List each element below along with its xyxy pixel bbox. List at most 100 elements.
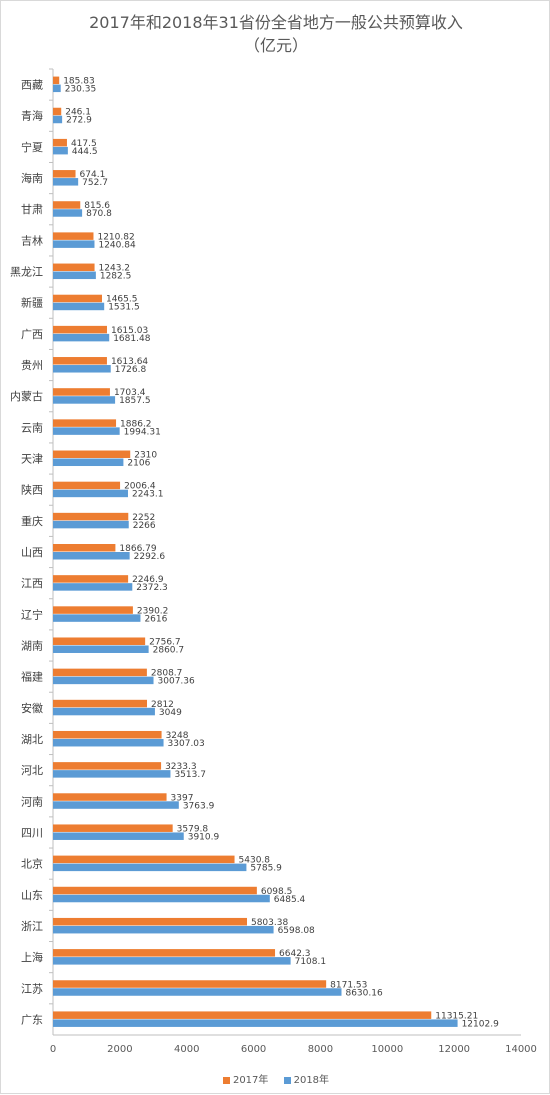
bar-2018 [53, 84, 61, 93]
legend-swatch-2017 [222, 1076, 230, 1084]
bar-2018 [53, 770, 171, 778]
data-label: 417.5 [71, 139, 97, 149]
data-label: 6598.08 [278, 926, 315, 936]
data-label: 2310 [134, 451, 157, 461]
data-label: 3763.9 [183, 801, 215, 811]
data-label: 6642.3 [279, 949, 311, 959]
x-tick-label: 0 [50, 1044, 56, 1055]
bar-2018 [53, 427, 120, 435]
category-label: 湖南 [21, 639, 43, 652]
data-label: 1681.48 [113, 334, 150, 344]
data-label: 12102.9 [462, 1019, 499, 1029]
bar-2018 [53, 925, 274, 934]
data-label: 2292.6 [134, 552, 166, 562]
bar-2018 [53, 365, 111, 373]
bar-2017 [53, 138, 67, 147]
data-label: 1866.79 [119, 544, 156, 554]
bar-2017 [53, 637, 146, 645]
category-label: 河南 [21, 795, 43, 808]
data-label: 1210.82 [97, 232, 134, 242]
bar-2018 [53, 333, 110, 342]
data-label: 2812 [151, 700, 174, 710]
category-label: 浙江 [21, 920, 43, 933]
data-label: 2390.2 [137, 606, 169, 616]
x-tick-label: 6000 [241, 1044, 266, 1055]
data-label: 246.1 [65, 108, 91, 118]
bar-2017 [53, 980, 327, 988]
bar-2018 [53, 240, 95, 248]
category-label: 山西 [21, 546, 43, 559]
data-label: 2616 [144, 614, 167, 624]
bar-2017 [53, 855, 235, 864]
category-label: 安徽 [21, 701, 43, 715]
data-label: 1726.8 [115, 365, 147, 375]
bar-2017 [53, 232, 94, 240]
data-label: 2808.7 [151, 669, 183, 679]
category-label: 黑龙江 [10, 266, 43, 279]
bar-2017 [53, 325, 107, 334]
data-label: 2006.4 [124, 482, 156, 492]
data-label: 752.7 [82, 178, 108, 188]
bar-2017 [53, 699, 148, 708]
bar-2018 [53, 458, 124, 467]
category-label: 内蒙古 [10, 389, 43, 403]
x-tick-label: 8000 [308, 1044, 333, 1055]
bar-2018 [53, 801, 179, 809]
bar-2018 [53, 863, 247, 872]
data-label: 1703.4 [114, 388, 146, 398]
legend-item-2017: 2017年 [222, 1071, 268, 1086]
category-label: 福建 [21, 670, 43, 684]
category-label: 陕西 [21, 483, 43, 497]
data-label: 2372.3 [136, 583, 168, 593]
data-label: 6098.5 [261, 887, 293, 897]
bar-2017 [53, 294, 102, 303]
category-label: 江西 [21, 577, 43, 590]
category-label: 天津 [21, 453, 43, 466]
category-label: 辽宁 [21, 607, 43, 621]
x-tick-label: 10000 [371, 1044, 403, 1055]
data-label: 1615.03 [111, 326, 148, 336]
chart-subtitle: （亿元） [243, 36, 308, 55]
bar-2017 [53, 263, 95, 272]
x-tick-label: 2000 [107, 1044, 132, 1055]
bar-2017 [53, 107, 62, 116]
data-label: 3307.03 [168, 739, 205, 749]
bar-2018 [53, 178, 79, 186]
bar-2017 [53, 730, 162, 739]
x-tick-label: 14000 [505, 1044, 537, 1055]
bar-2017 [53, 606, 133, 614]
data-label: 444.5 [72, 147, 98, 157]
bar-2018 [53, 146, 68, 155]
data-label: 5803.38 [251, 918, 288, 928]
bar-2018 [53, 1019, 458, 1027]
category-label: 河北 [21, 764, 43, 777]
data-label: 185.83 [63, 77, 95, 87]
category-label: 海南 [21, 171, 43, 185]
bar-2017 [53, 201, 81, 209]
data-label: 3910.9 [188, 832, 220, 842]
bar-2018 [53, 552, 130, 560]
data-label: 3049 [159, 708, 182, 718]
data-label: 1243.2 [99, 264, 131, 274]
data-label: 674.1 [80, 170, 106, 180]
data-label: 815.6 [84, 201, 110, 211]
data-label: 3397 [171, 793, 194, 803]
x-tick-label: 12000 [438, 1044, 470, 1055]
bar-2018 [53, 707, 155, 716]
bar-2018 [53, 489, 128, 498]
category-label: 新疆 [21, 296, 43, 310]
category-label: 贵州 [21, 359, 43, 372]
bar-2017 [53, 481, 121, 490]
category-label: 广东 [21, 1013, 43, 1026]
data-label: 11315.21 [435, 1011, 478, 1021]
bar-2017 [53, 544, 116, 552]
data-label: 3579.8 [177, 824, 209, 834]
data-label: 2860.7 [153, 645, 185, 655]
bar-2017 [53, 793, 167, 801]
data-label: 3233.3 [165, 762, 197, 772]
category-label: 山东 [21, 889, 43, 902]
data-label: 3007.36 [158, 677, 195, 687]
data-label: 870.8 [86, 209, 112, 219]
bar-2018 [53, 645, 149, 653]
